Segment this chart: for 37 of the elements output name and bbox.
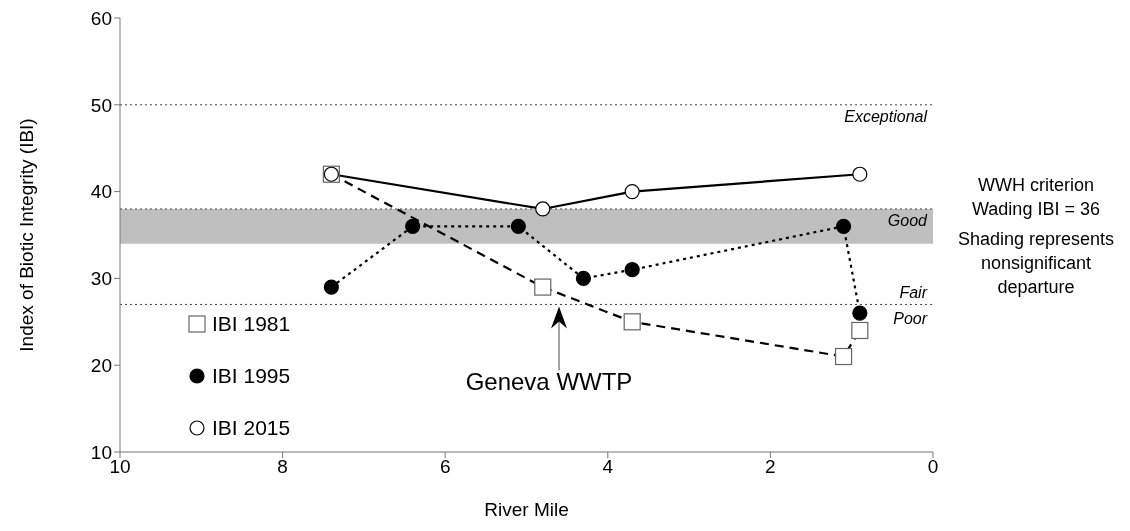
point (624, 184, 640, 200)
ref-line-label: Good (887, 212, 929, 230)
point (510, 218, 526, 234)
point (835, 218, 852, 234)
point (834, 347, 853, 366)
text: Shading represents nonsignificant departure (956, 228, 1116, 299)
point (405, 218, 421, 234)
x-tick-label: 6 (439, 456, 451, 478)
point (852, 166, 868, 182)
point (575, 270, 592, 286)
annotation: Poor (893, 310, 928, 328)
point (535, 201, 551, 217)
point (851, 321, 869, 340)
y-tick-label: 40 (90, 181, 112, 203)
x-tick-label: 0 (927, 456, 939, 478)
y-tick-label: 20 (90, 354, 112, 376)
legend-label: IBI 1995 (212, 363, 291, 389)
ref-line-label: Exceptional (844, 108, 928, 126)
annotation: Geneva WWTP (465, 368, 633, 396)
y-tick-label: 30 (90, 268, 112, 290)
ref-line-label: Fair (899, 284, 928, 302)
legend-label: IBI 2015 (212, 415, 291, 441)
point (624, 262, 640, 278)
y-tick-label: 60 (90, 7, 112, 29)
x-tick-label: 4 (602, 456, 614, 478)
text: WWH criterion Wading IBI = 36 (971, 174, 1101, 221)
point (534, 278, 552, 296)
legend-label: IBI 1981 (212, 311, 291, 337)
y-axis-title: Index of Biotic Integrity (IBI) (15, 118, 37, 352)
x-axis-title: River Mile (484, 499, 569, 520)
point (323, 279, 339, 295)
point (852, 305, 868, 321)
y-tick-label: 50 (90, 94, 112, 116)
y-tick-label: 10 (90, 441, 112, 463)
x-tick-label: 8 (277, 456, 288, 478)
x-tick-label: 2 (765, 456, 776, 478)
point (623, 313, 641, 331)
